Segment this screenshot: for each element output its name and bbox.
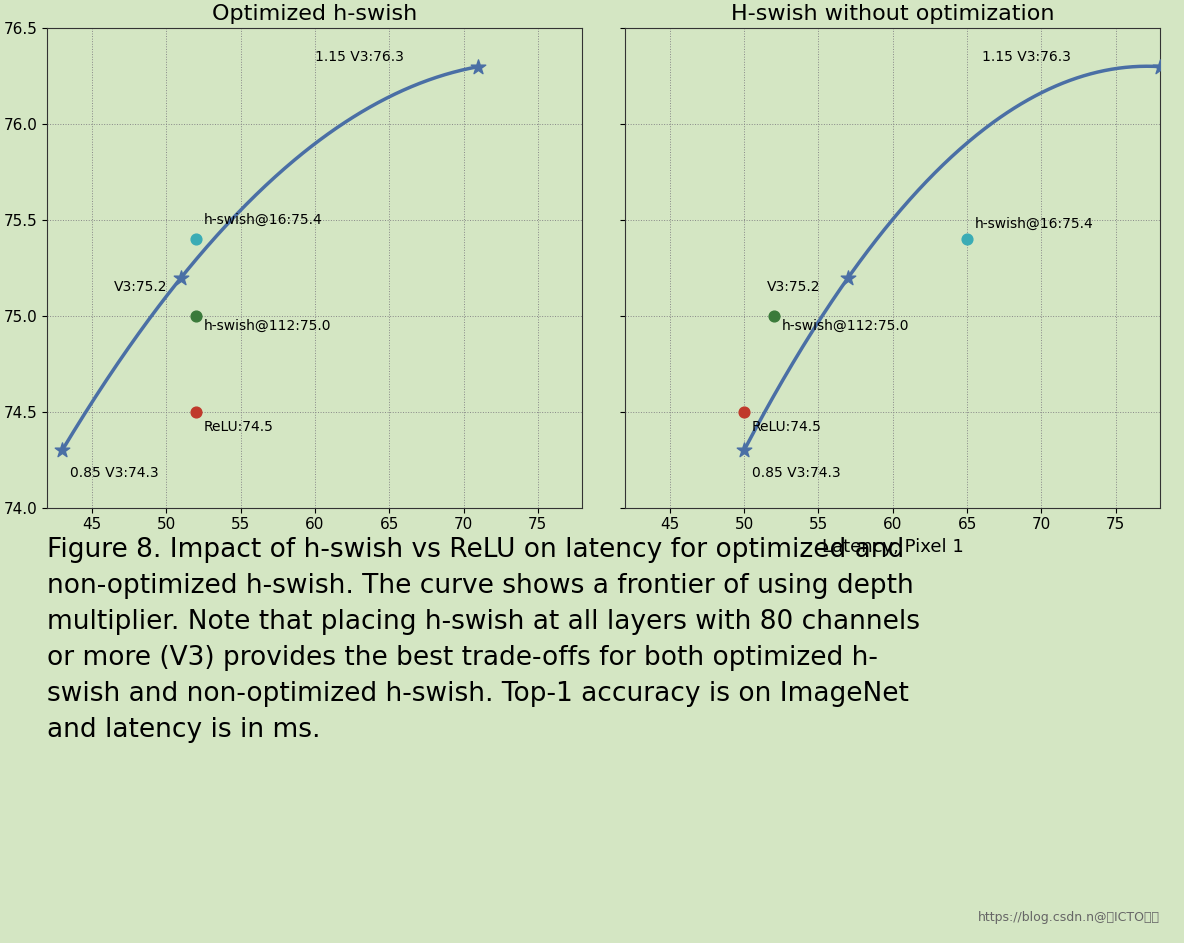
X-axis label: Latency, Pixel 1: Latency, Pixel 1 (822, 538, 964, 556)
Text: h-swish@112:75.0: h-swish@112:75.0 (781, 319, 909, 333)
Text: ReLU:74.5: ReLU:74.5 (204, 421, 274, 434)
Text: ReLU:74.5: ReLU:74.5 (752, 421, 822, 434)
Text: h-swish@16:75.4: h-swish@16:75.4 (204, 213, 322, 227)
Text: 0.85 V3:74.3: 0.85 V3:74.3 (752, 466, 841, 480)
Text: 1.15 V3:76.3: 1.15 V3:76.3 (315, 50, 404, 64)
Point (838, 270, 857, 285)
Text: https://blog.csdn.n@由ICTO编辑: https://blog.csdn.n@由ICTO编辑 (978, 911, 1160, 924)
Title: H-swish without optimization: H-swish without optimization (731, 4, 1055, 24)
Point (735, 442, 754, 457)
Point (1151, 59, 1170, 74)
Point (172, 270, 191, 285)
Point (735, 405, 754, 420)
Text: V3:75.2: V3:75.2 (766, 280, 821, 294)
Text: h-swish@16:75.4: h-swish@16:75.4 (974, 217, 1093, 231)
Text: h-swish@112:75.0: h-swish@112:75.0 (204, 319, 330, 333)
Point (187, 232, 206, 247)
Point (765, 308, 784, 323)
Point (53, 442, 72, 457)
Text: 0.85 V3:74.3: 0.85 V3:74.3 (70, 466, 159, 480)
Text: 1.15 V3:76.3: 1.15 V3:76.3 (982, 50, 1070, 64)
Text: V3:75.2: V3:75.2 (114, 280, 168, 294)
Text: Figure 8. Impact of h-swish vs ReLU on latency for optimized and
non-optimized h: Figure 8. Impact of h-swish vs ReLU on l… (47, 537, 920, 743)
Point (958, 232, 977, 247)
Title: Optimized h-swish: Optimized h-swish (212, 4, 418, 24)
Point (187, 308, 206, 323)
Point (469, 59, 488, 74)
Point (187, 405, 206, 420)
